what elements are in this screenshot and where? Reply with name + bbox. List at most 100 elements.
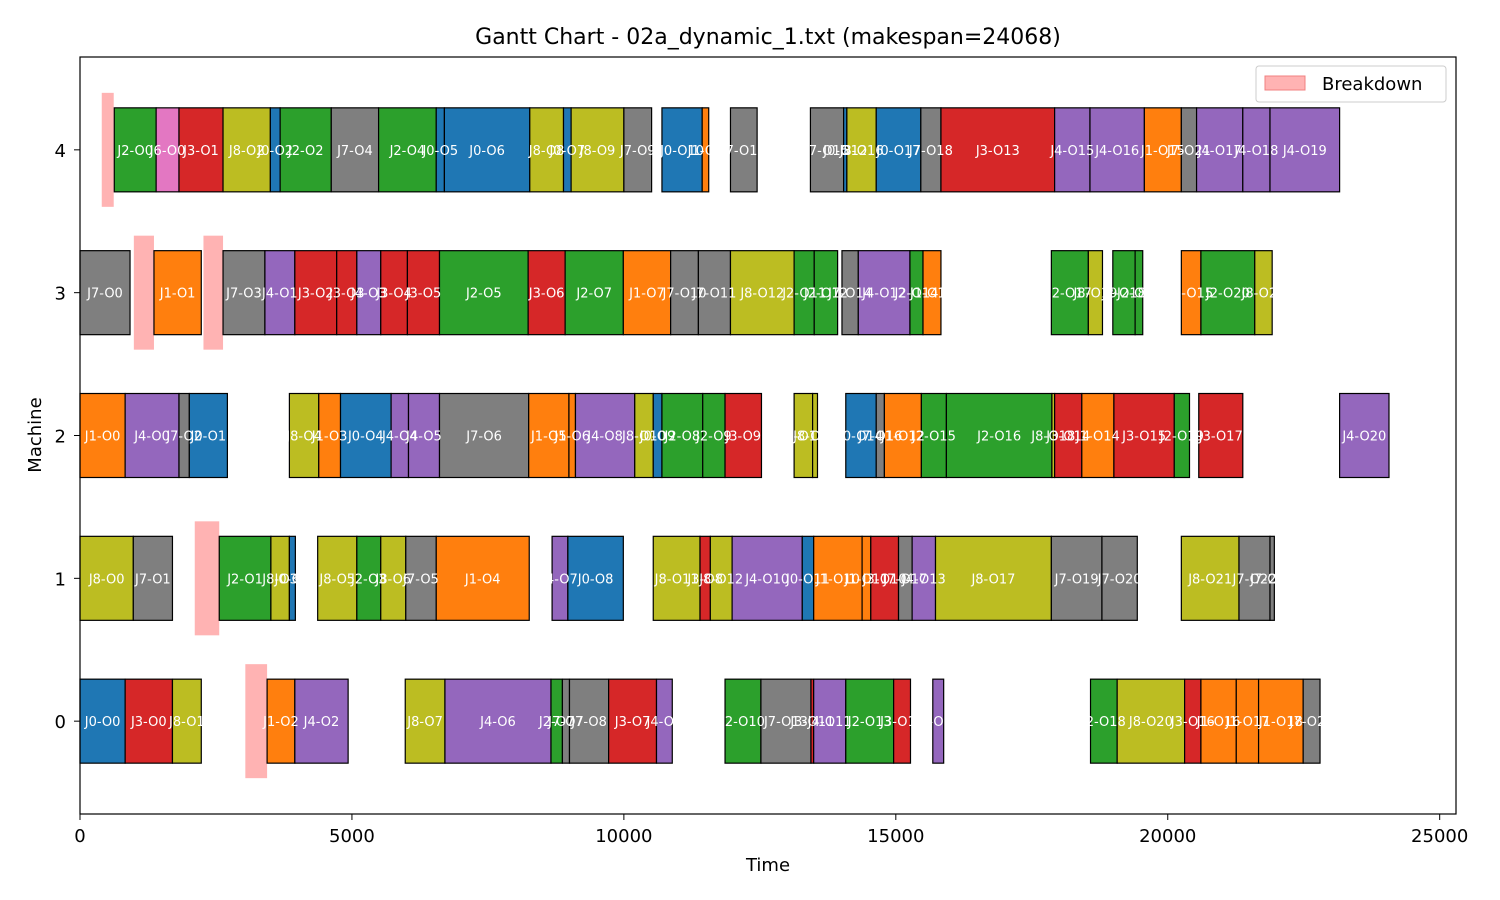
operation-label-j7-o6: J7-O6 <box>465 430 502 445</box>
operation-bar-j1-o16 <box>1200 678 1237 764</box>
legend-label-breakdown: Breakdown <box>1322 74 1422 95</box>
operation-bar-j3-o10 <box>870 535 900 621</box>
operation-bar-j7-o6 <box>438 392 530 479</box>
y-tick-label-2: 2 <box>55 427 66 448</box>
operation-bar-j2-o2 <box>279 107 332 193</box>
operation-label-j1-o7: J1-O7 <box>628 287 665 302</box>
operation-bar-j3-o14 <box>1054 392 1083 479</box>
breakdowns-layer <box>101 92 268 779</box>
operation-label-j2-o7: J2-O7 <box>575 287 612 302</box>
operation-label-j1-o15: J1-O15 <box>1140 144 1185 159</box>
operation-bar-j2-o12 <box>813 250 839 336</box>
operation-label-j0-o1: J0-O1 <box>190 430 227 445</box>
operation-label-j3-o9: J3-O9 <box>724 430 761 445</box>
operation-bar-j7-o1 <box>132 535 174 621</box>
operation-label-j8-o11: J8-O11 <box>654 572 699 587</box>
operation-label-j4-o7: J4-O7 <box>646 715 683 730</box>
operation-label-j2-o11: J2-O11 <box>781 287 826 302</box>
operation-bar-j1-o18 <box>1257 678 1304 764</box>
operation-bar-j4-o0 <box>124 392 180 479</box>
operation-label-j1-o3: J1-O3 <box>311 430 348 445</box>
operation-bar-j3-o13 <box>940 107 1056 193</box>
operation-label-j2-o8: J2-O8 <box>664 430 701 445</box>
operation-label-j3-o7: J3-O7 <box>614 715 651 730</box>
operation-label-j3-o1: J3-O1 <box>182 144 219 159</box>
operation-label-j2-o16: J2-O16 <box>976 430 1021 445</box>
operation-label-j7-o5: J7-O5 <box>402 572 439 587</box>
legend-box <box>1255 65 1447 103</box>
operation-label-j3-o16: J3-O16 <box>1170 715 1215 730</box>
operation-label-j3-o0: J3-O0 <box>130 715 167 730</box>
operation-bar-j1-o15 <box>1143 107 1182 193</box>
operation-label-j3-o13: J3-O13 <box>975 144 1020 159</box>
operation-label-j0-o0: J0-O0 <box>84 715 121 730</box>
operation-label-j8-o19: J8-O19 <box>1072 287 1117 302</box>
operation-bar-j4-o7 <box>655 678 673 764</box>
operation-bar-j0-o0 <box>79 678 126 764</box>
operation-label-j1-o0: J1-O0 <box>84 430 121 445</box>
operation-bar-j2-o13 <box>845 678 895 764</box>
operation-label-j0-o7: J0-O7 <box>548 144 585 159</box>
operation-bar-j0-o3 <box>288 535 296 621</box>
operation-bar-j1-o7 <box>622 250 672 336</box>
operation-label-j7-o24: J7-O24 <box>1289 715 1334 730</box>
operation-label-j1-o2: J1-O2 <box>262 715 299 730</box>
operation-label-j7-o0: J7-O0 <box>86 287 123 302</box>
operation-label-j2-o10: J2-O10 <box>720 715 765 730</box>
operation-bar-j2-o16 <box>945 392 1053 479</box>
operation-label-j7-o22: J7-O22 <box>1232 572 1277 587</box>
operation-label-j2-o20: J2-O20 <box>1205 287 1250 302</box>
operation-label-j0-o2: J0-O2 <box>256 144 293 159</box>
operation-label-j4-o10: J4-O10 <box>744 572 789 587</box>
operation-label-j1-o5: J1-O5 <box>530 430 567 445</box>
x-tick-label-4: 20000 <box>1139 826 1196 847</box>
operation-label-j8-o4: J8-O4 <box>285 430 322 445</box>
operation-label-j3-o13: J3-O13 <box>879 715 924 730</box>
breakdown-bar-3 <box>194 521 220 636</box>
breakdown-bar-0 <box>101 92 114 207</box>
operation-label-j0-o9: J0-O9 <box>639 430 676 445</box>
legend: Breakdown <box>1255 65 1447 103</box>
operation-label-j3-o5: J3-O5 <box>405 287 442 302</box>
operation-bar-j8-o0 <box>79 535 134 621</box>
y-tick-label-0: 0 <box>55 712 66 733</box>
operation-bar-j7-o8 <box>568 678 610 764</box>
operation-bar-j8-o16 <box>846 107 877 193</box>
operation-label-j7-o12: J7-O12 <box>721 144 766 159</box>
operation-label-j8-o21: J8-O21 <box>1187 572 1232 587</box>
operation-label-j4-o7: J4-O7 <box>541 572 578 587</box>
operation-label-j7-o1: J7-O1 <box>134 572 171 587</box>
operation-label-j0-o10: J0-O10 <box>659 144 704 159</box>
operation-label-j3-o15: J3-O15 <box>1121 430 1166 445</box>
operation-label-j2-o12: J2-O12 <box>803 287 848 302</box>
operation-label-j7-o17: J7-O17 <box>882 572 927 587</box>
operation-label-j4-o20: J4-O20 <box>1341 430 1386 445</box>
operation-bar-j8-o2 <box>222 107 271 193</box>
operation-label-j2-o18: J2-O18 <box>1101 287 1146 302</box>
operation-bar-j7-o24 <box>1302 678 1321 764</box>
operation-bar-j1-o10 <box>813 535 863 621</box>
operation-label-j2-o19: J2-O19 <box>1159 430 1204 445</box>
operation-bar-j8-o9 <box>570 107 625 193</box>
operation-bar-j2-o19 <box>1173 392 1191 479</box>
operation-label-j4-o4: J4-O4 <box>381 430 418 445</box>
operation-label-j1-o6: J1-O6 <box>553 430 590 445</box>
operation-label-j4-o1: J4-O1 <box>261 287 298 302</box>
operation-bar-j3-o5 <box>406 250 441 336</box>
breakdown-bar-2 <box>203 235 224 350</box>
y-axis-label: Machine <box>25 397 46 472</box>
operation-bar-j8-o5 <box>317 535 358 621</box>
operation-bar-j1-o1 <box>153 250 202 336</box>
operation-label-j4-o12: J4-O12 <box>861 287 906 302</box>
operation-label-j4-o5: J4-O5 <box>405 430 442 445</box>
operation-label-j4-o19: J4-O19 <box>1282 144 1327 159</box>
operation-label-j4-o15: J4-O15 <box>1049 144 1094 159</box>
operation-label-j2-o14: J2-O14 <box>894 287 939 302</box>
operation-label-j7-o2: J7-O2 <box>165 430 202 445</box>
operation-label-j0-o17: J0-O17 <box>876 144 921 159</box>
operation-bar-j2-o8 <box>661 392 704 479</box>
operation-label-j0-o5: J0-O5 <box>421 144 458 159</box>
operation-label-j8-o17: J8-O17 <box>970 572 1015 587</box>
x-tick-label-1: 5000 <box>329 826 375 847</box>
operation-label-j8-o7: J8-O7 <box>406 715 443 730</box>
